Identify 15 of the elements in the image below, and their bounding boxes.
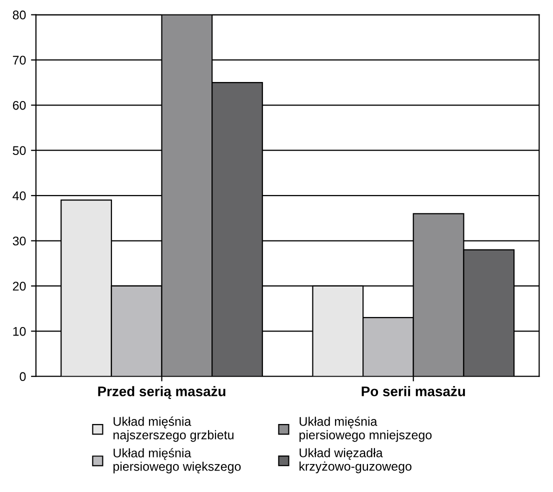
y-tick-label: 80 (12, 10, 26, 20)
legend-label: Układ mięśnia piersiowego większego (113, 448, 241, 474)
x-tick-label: Po serii masażu (362, 386, 465, 396)
y-tick-label: 40 (12, 191, 26, 200)
y-tick-label: 70 (12, 56, 26, 65)
y-tick-label: 30 (12, 236, 26, 246)
legend-label: Układ mięśnia najszerszego grzbietu (114, 416, 234, 442)
y-tick-label: 20 (12, 282, 26, 291)
y-tick-label: 0 (20, 372, 26, 382)
legend-label: Układ mięśnia piersiowego mniejszego (300, 416, 432, 442)
y-tick-label: 60 (12, 100, 26, 110)
y-tick-label: 10 (13, 326, 26, 336)
y-tick-label: 50 (12, 146, 26, 156)
x-tick-label: Przed serią masażu (98, 386, 226, 400)
legend-label: Układ więzadła krzyżowo-guzowego (300, 448, 412, 474)
